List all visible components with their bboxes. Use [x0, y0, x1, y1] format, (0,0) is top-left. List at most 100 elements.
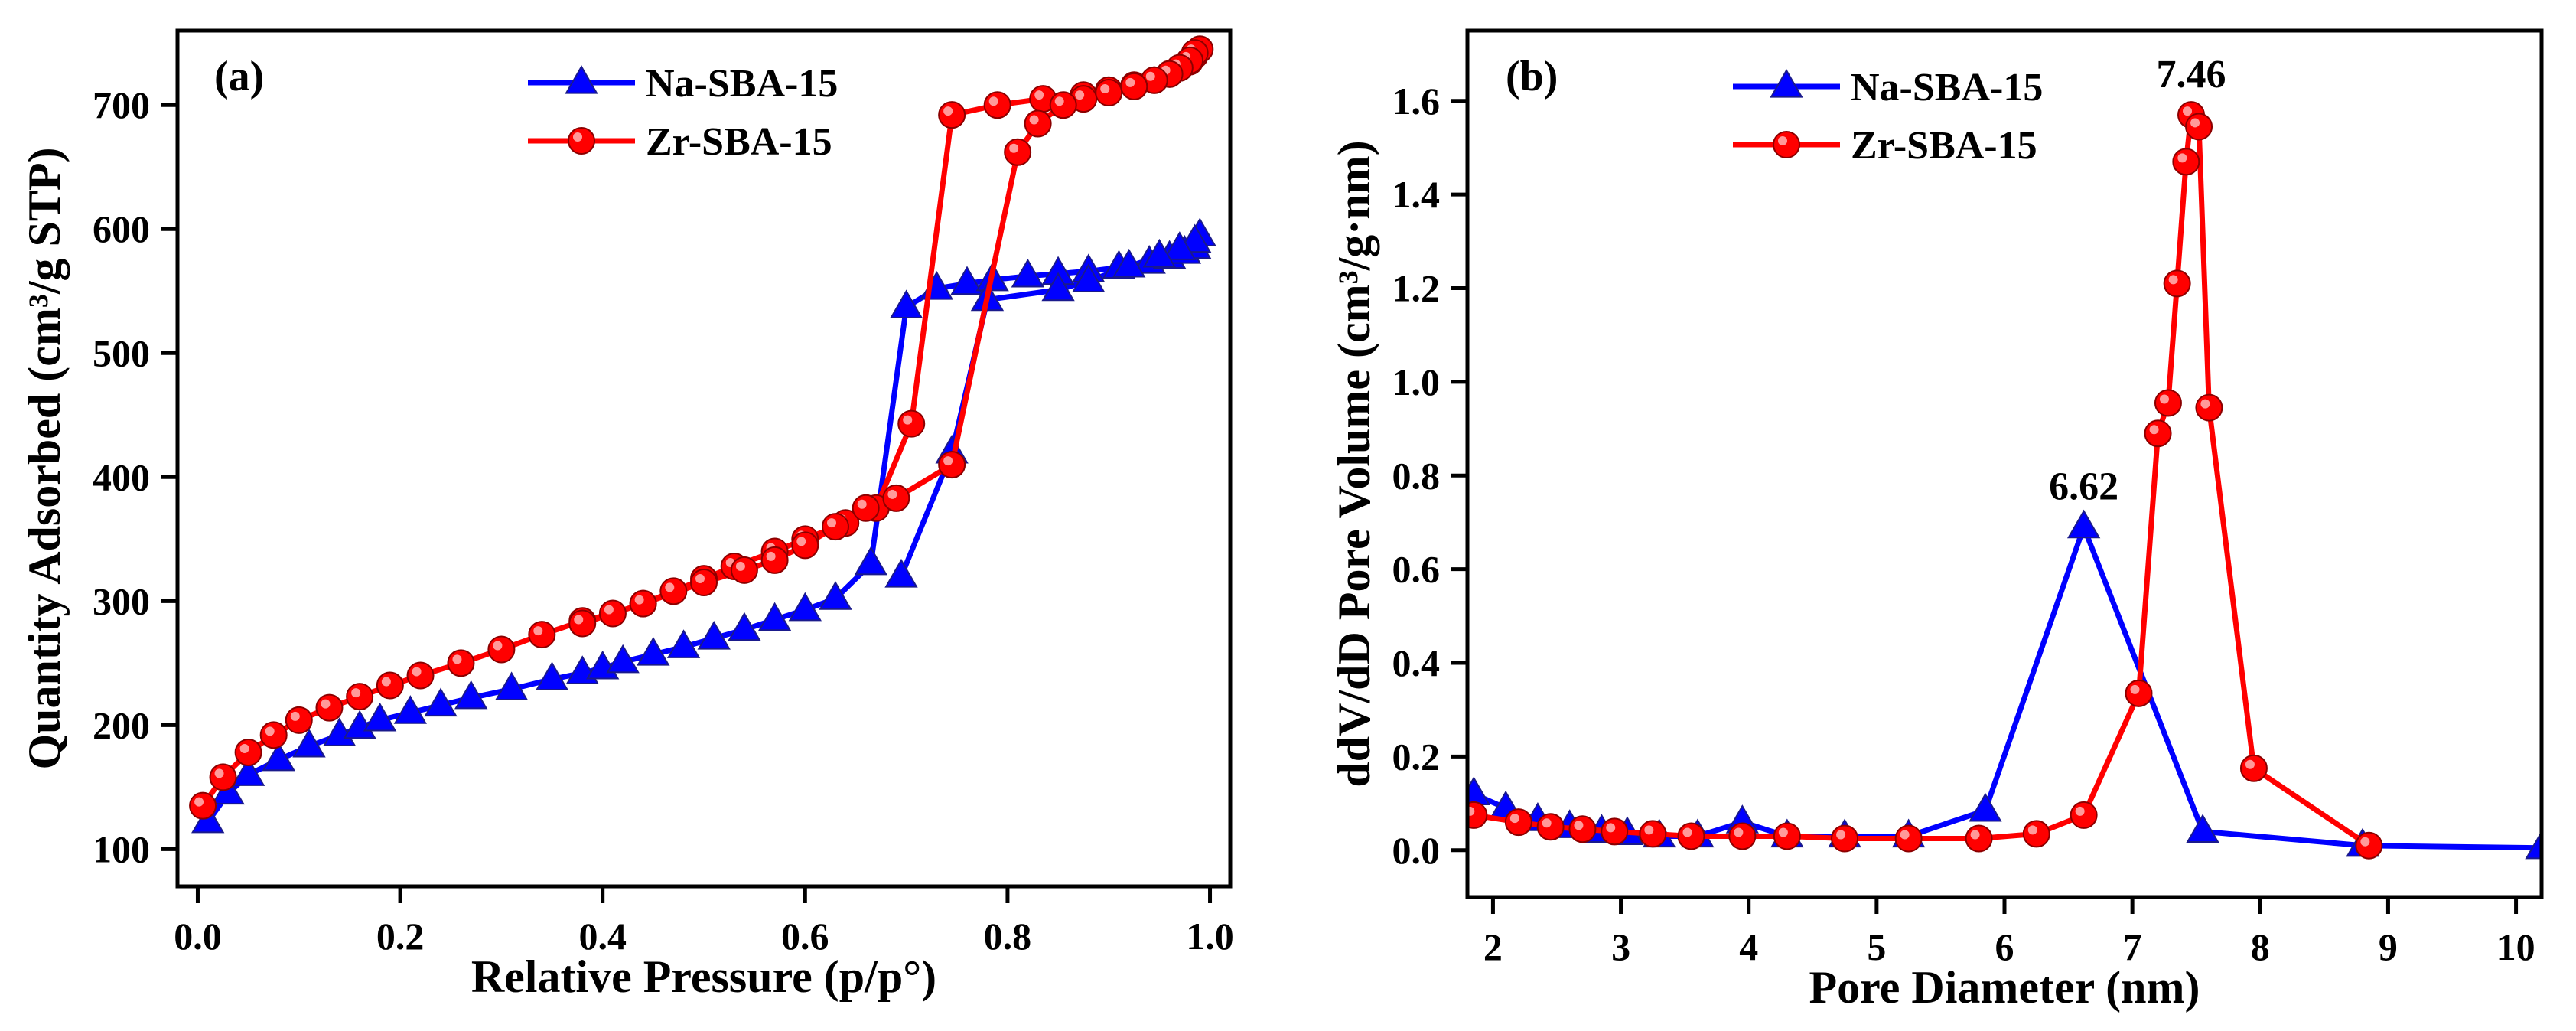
y-axis-title: ddV/dD Pore Volume (cm³/g·nm)	[1329, 140, 1379, 787]
data-point	[1120, 72, 1148, 100]
legend: Na-SBA-15 Zr-SBA-15	[1733, 66, 2043, 168]
data-point-highlight	[1836, 830, 1846, 840]
x-axis-title: Relative Pressure (p/p°)	[471, 951, 936, 1002]
data-point	[983, 91, 1011, 119]
y-tick-label: 100	[93, 827, 150, 870]
data-point	[1004, 138, 1032, 166]
data-point-highlight	[533, 626, 543, 636]
data-point	[1601, 817, 1629, 846]
data-point	[209, 763, 237, 791]
data-point	[535, 661, 569, 691]
x-axis-title: Pore Diameter (nm)	[1809, 962, 2200, 1013]
data-point	[1639, 820, 1667, 848]
data-point-highlight	[1029, 115, 1039, 125]
data-point	[1894, 824, 1923, 853]
legend-marker	[568, 127, 595, 155]
data-point	[2022, 820, 2050, 848]
data-point	[889, 289, 923, 318]
data-point-highlight	[2027, 825, 2037, 835]
data-point-highlight	[665, 582, 675, 592]
data-point	[760, 546, 789, 574]
x-tick-label: 2	[1483, 925, 1503, 968]
data-point	[424, 687, 458, 717]
legend-marker-highlight	[1778, 136, 1787, 145]
x-tick-label: 4	[1739, 925, 1758, 968]
data-point	[730, 556, 758, 584]
series-zr-sba-15	[1467, 101, 2383, 860]
data-point	[2172, 148, 2200, 176]
data-point	[938, 101, 966, 129]
x-tick-label: 0.8	[984, 915, 1032, 958]
data-point	[1536, 813, 1565, 841]
panel-b: 2 3 4 5 6 7 8 9 10 0.0 0.2 0.4 0.6 0.8 1.0 1.2 1.4 1.6 Por…	[1329, 28, 2544, 1013]
data-point-highlight	[1075, 90, 1085, 100]
data-point	[1142, 238, 1177, 268]
data-point	[447, 649, 475, 677]
data-point	[393, 695, 427, 724]
data-point-highlight	[2183, 106, 2193, 116]
data-point	[494, 671, 529, 701]
data-point-highlight	[1145, 71, 1155, 81]
data-point-highlight	[1054, 96, 1064, 106]
data-point-highlight	[1542, 818, 1552, 828]
data-point	[189, 791, 217, 820]
data-point	[1011, 258, 1045, 288]
data-point-highlight	[2149, 425, 2159, 435]
data-point-highlight	[2168, 275, 2178, 285]
peak-annotation: 6.62	[2049, 465, 2118, 509]
x-tick-label: 1.0	[1186, 915, 1234, 958]
data-point-highlight	[2177, 153, 2187, 163]
data-point	[852, 494, 880, 522]
series-na-sba-15	[1467, 509, 2542, 860]
y-tick-label: 500	[93, 331, 150, 374]
data-point-highlight	[1009, 143, 1019, 153]
x-tick-label: 7	[2123, 925, 2142, 968]
data-point-highlight	[493, 641, 503, 651]
data-point-highlight	[1125, 77, 1135, 87]
data-point-highlight	[1900, 830, 1910, 840]
data-point-highlight	[351, 688, 361, 698]
data-point-highlight	[2245, 759, 2255, 769]
data-point-highlight	[796, 537, 806, 546]
data-point	[2239, 754, 2268, 782]
data-point-highlight	[2200, 399, 2210, 409]
data-point	[1049, 91, 1077, 119]
data-point	[1112, 248, 1146, 278]
y-tick-label: 300	[93, 579, 150, 622]
y-tick-label: 0.0	[1392, 829, 1441, 872]
data-point-highlight	[695, 574, 705, 584]
data-point-highlight	[766, 551, 776, 561]
data-point	[2185, 113, 2213, 141]
data-point	[819, 581, 852, 610]
data-point	[938, 451, 966, 479]
data-point	[285, 706, 313, 734]
data-point	[1831, 824, 1859, 853]
data-point-highlight	[1970, 830, 1980, 840]
series-zr-sba-15	[189, 35, 1214, 820]
data-point-highlight	[321, 699, 331, 709]
data-point	[346, 683, 374, 711]
data-point-highlight	[412, 667, 422, 677]
y-tick-label: 600	[93, 207, 150, 250]
data-point	[406, 661, 435, 690]
data-point	[606, 644, 640, 674]
x-tick-label: 0.0	[174, 915, 222, 958]
x-tick-label: 10	[2497, 925, 2535, 968]
data-point	[1504, 808, 1532, 837]
data-point	[728, 612, 761, 641]
x-tick-label: 0.2	[376, 915, 425, 958]
x-tick-label: 0.6	[781, 915, 829, 958]
data-point-highlight	[2360, 837, 2370, 847]
peak-annotation: 7.46	[2157, 53, 2226, 96]
data-point	[487, 635, 516, 664]
data-point	[791, 531, 819, 560]
data-point	[1773, 822, 1801, 850]
data-point-highlight	[1574, 821, 1584, 830]
legend-marker	[1770, 68, 1803, 98]
data-point	[292, 728, 326, 758]
data-point	[637, 637, 670, 666]
data-point	[1072, 263, 1106, 292]
data-point	[1095, 79, 1123, 107]
data-point	[2066, 509, 2101, 539]
data-point	[884, 558, 918, 588]
